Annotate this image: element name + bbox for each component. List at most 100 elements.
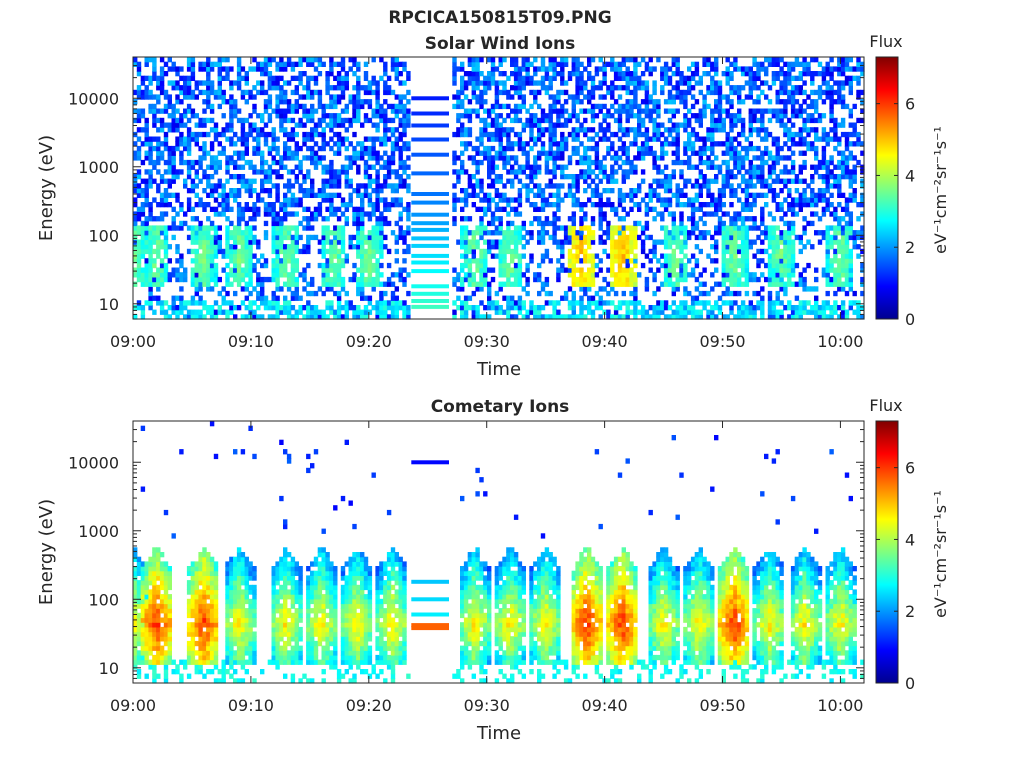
spectrogram-cell [533, 66, 538, 72]
spectrogram-cell [244, 117, 249, 124]
spectrogram-cell [575, 136, 580, 142]
spectrogram-cell [687, 155, 692, 161]
spectrogram-cell [471, 183, 476, 189]
spectrogram-cell [529, 202, 534, 208]
spectrogram-cell [733, 122, 738, 128]
spectrogram-cell [156, 225, 161, 231]
spectrogram-cell [771, 178, 777, 184]
spectrogram-cell [140, 239, 146, 245]
spectrogram-cell [633, 169, 638, 175]
spectrogram-cell [336, 258, 342, 264]
spectrogram-cell [644, 314, 650, 320]
spectrogram-cell [567, 75, 573, 81]
spectrogram-cell [767, 57, 773, 63]
spectrogram-cell [329, 94, 334, 100]
spectrogram-cell [744, 267, 750, 273]
spectrogram-cell [579, 85, 584, 91]
spectrogram-cell [363, 211, 369, 217]
spectrogram-cell [590, 117, 596, 124]
spectrogram-cell [602, 188, 607, 194]
spectrogram-cell [140, 127, 146, 133]
spectrogram-cell [467, 113, 473, 119]
spectrogram-cell [690, 309, 696, 315]
spectrogram-cell [725, 94, 730, 100]
spectrogram-cell [225, 197, 230, 203]
spectrogram-cell [544, 216, 550, 222]
spectrogram-cell [263, 206, 269, 212]
spectrogram-cell [144, 122, 149, 128]
spectrogram-cell [490, 300, 496, 306]
spectrogram-cell [352, 85, 357, 91]
spectrogram-cell [752, 61, 757, 67]
spectrogram-cell [283, 211, 288, 217]
spectrogram-cell [379, 216, 384, 222]
spectrogram-cell [560, 248, 565, 255]
spectrogram-cell [217, 141, 222, 147]
spectrogram-cell [313, 309, 319, 315]
spectrogram-cell [663, 188, 669, 194]
spectrogram-cell [194, 230, 199, 236]
spectrogram-cell [640, 71, 646, 77]
spectrogram-cell [571, 276, 576, 283]
spectrogram-cell [460, 276, 465, 283]
spectrogram-cell [752, 108, 757, 114]
spectrogram-cell [671, 300, 676, 306]
spectrogram-cell [640, 197, 646, 203]
spectrogram-cell [271, 272, 276, 278]
spectrogram-cell [325, 314, 330, 320]
spectrogram-cell [675, 66, 680, 72]
spectrogram-cell [321, 183, 326, 189]
spectrogram-cell [487, 248, 492, 255]
spectrogram-cell [502, 127, 507, 133]
spectrogram-cell [386, 262, 392, 269]
spectrogram-cell [679, 225, 684, 231]
spectrogram-cell [206, 267, 211, 273]
spectrogram-cell [167, 192, 172, 198]
spectrogram-cell [687, 272, 692, 278]
spectrogram-cell [452, 300, 457, 306]
spectrogram-cell [698, 290, 703, 297]
spectrogram-cell [375, 103, 380, 110]
spectrogram-cell [629, 300, 634, 306]
spectrogram-cell [760, 272, 765, 278]
spectrogram-cell [613, 99, 619, 105]
spectrogram-cell [148, 267, 153, 273]
spectrogram-cell [744, 234, 750, 241]
spectrogram-cell [648, 66, 653, 72]
spectrogram-cell [175, 314, 180, 320]
spectrogram-cell [590, 94, 596, 100]
spectrogram-cell [286, 150, 292, 156]
spectrogram-cell [625, 57, 630, 63]
spectrogram-cell [663, 178, 669, 184]
spectrogram-cell [567, 183, 573, 189]
spectrogram-cell [271, 155, 276, 161]
spectrogram-cell [783, 99, 788, 105]
spectrogram-cell [156, 145, 161, 152]
spectrogram-cell [583, 80, 588, 86]
spectrogram-cell [740, 202, 746, 208]
spectrogram-cell [513, 234, 519, 241]
spectrogram-cell [729, 202, 734, 208]
spectrogram-cell [783, 131, 788, 138]
spectrogram-cell [217, 211, 222, 217]
spectrogram-cell [744, 178, 750, 184]
spectrogram-cell [136, 145, 142, 152]
spectrogram-cell [209, 103, 215, 110]
spectrogram-cell [587, 305, 592, 311]
spectrogram-cell [648, 108, 653, 114]
spectrogram-cell [144, 272, 149, 278]
spectrogram-cell [590, 262, 596, 269]
spectrogram-cell [533, 174, 538, 180]
spectrogram-cell [625, 192, 630, 198]
spectrogram-cell [471, 159, 476, 166]
spectrogram-cell [648, 188, 653, 194]
spectrogram-cell [356, 61, 361, 67]
spectrogram-cell [267, 75, 273, 81]
spectrogram-cell [202, 108, 207, 114]
spectrogram-cell [248, 244, 253, 250]
spectrogram-cell [640, 244, 646, 250]
spectrogram-cell [186, 85, 192, 91]
spectrogram-cell [667, 230, 673, 236]
spectrogram-cell [621, 216, 626, 222]
spectrogram-cell [633, 286, 638, 292]
